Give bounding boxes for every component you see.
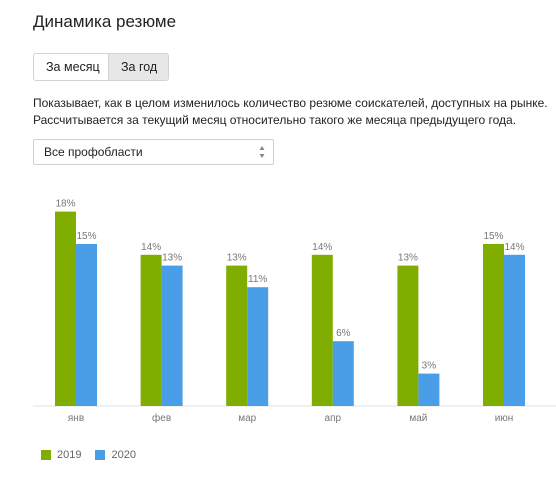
bar-2020-май bbox=[418, 373, 440, 406]
legend-swatch-2020 bbox=[95, 450, 106, 460]
tab-year[interactable]: За год bbox=[109, 53, 169, 81]
description-line-2: Рассчитывается за текущий месяц относите… bbox=[33, 113, 517, 127]
data-label-2019-июн: 15% bbox=[483, 231, 503, 242]
x-tick-label-апр: апр bbox=[325, 413, 342, 424]
bar-2020-фев bbox=[161, 265, 183, 406]
legend-swatch-2019 bbox=[41, 450, 51, 460]
legend-label-2019: 2019 bbox=[57, 449, 82, 461]
chart-description: Показывает, как в целом изменилось колич… bbox=[33, 95, 548, 129]
bar-2020-янв bbox=[76, 244, 97, 406]
bar-2019-янв bbox=[55, 211, 76, 406]
data-label-2019-янв: 18% bbox=[55, 199, 75, 210]
bar-2019-июн bbox=[483, 244, 504, 406]
data-label-2019-апр: 14% bbox=[312, 242, 332, 253]
bar-2019-апр bbox=[311, 254, 333, 406]
profarea-select[interactable]: Все профобласти bbox=[33, 139, 274, 165]
data-label-2019-фев: 14% bbox=[141, 242, 161, 253]
resume-dynamics-chart: 18%15%янв14%13%фев13%11%мар14%6%апр13%3%… bbox=[33, 199, 556, 424]
bar-2020-апр bbox=[332, 341, 354, 406]
bar-2019-мар bbox=[226, 265, 248, 406]
legend-item-2019: 2019 bbox=[41, 449, 81, 461]
data-label-2020-апр: 6% bbox=[336, 328, 351, 339]
data-label-2020-июн: 14% bbox=[504, 242, 524, 253]
x-tick-label-июн: июн bbox=[495, 413, 514, 424]
chart-title: Динамика резюме bbox=[33, 12, 177, 31]
profarea-select-value: Все профобласти bbox=[44, 145, 143, 159]
description-line-1: Показывает, как в целом изменилось колич… bbox=[33, 96, 548, 110]
data-label-2019-мар: 13% bbox=[227, 253, 247, 264]
bar-2019-фев bbox=[140, 254, 162, 406]
period-tabs: За месяц За год bbox=[33, 53, 169, 81]
data-label-2019-май: 13% bbox=[398, 253, 418, 264]
x-tick-label-фев: фев bbox=[152, 412, 171, 424]
bar-2020-мар bbox=[247, 287, 269, 406]
data-label-2020-фев: 13% bbox=[162, 253, 182, 264]
up-down-arrows-icon bbox=[259, 146, 265, 158]
data-label-2020-янв: 15% bbox=[76, 231, 96, 242]
x-tick-label-янв: янв bbox=[68, 413, 84, 424]
tab-month[interactable]: За месяц bbox=[33, 53, 109, 81]
data-label-2020-мар: 11% bbox=[248, 274, 267, 285]
bar-2020-июн bbox=[504, 254, 525, 406]
bar-2019-май bbox=[397, 265, 419, 406]
legend-item-2020: 2020 bbox=[95, 449, 136, 461]
x-tick-label-май: май bbox=[409, 413, 427, 424]
data-label-2020-май: 3% bbox=[422, 361, 437, 372]
legend-label-2020: 2020 bbox=[111, 449, 136, 461]
chart-legend: 2019 2020 bbox=[41, 449, 150, 461]
x-tick-label-мар: мар bbox=[238, 413, 256, 424]
